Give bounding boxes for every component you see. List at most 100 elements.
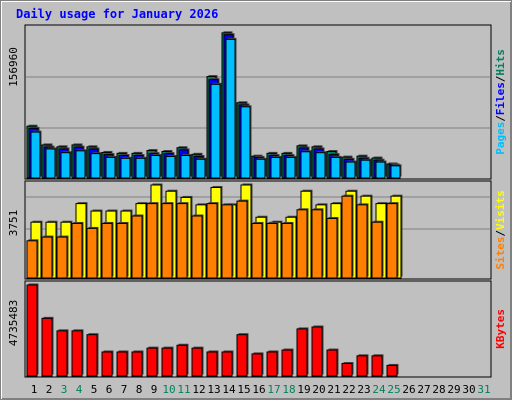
bar-kbytes-day-6 bbox=[101, 351, 113, 377]
bar-kbytes-day-8 bbox=[131, 351, 143, 377]
bar-kbytes-day-2 bbox=[41, 317, 53, 377]
bar-sites-day-7 bbox=[116, 222, 128, 279]
ymax-label-visits-sites: 3751 bbox=[7, 210, 20, 237]
bar-sites-day-19 bbox=[296, 209, 308, 279]
xtick-day-12: 12 bbox=[192, 383, 205, 396]
bar-pages-day-1 bbox=[30, 131, 41, 179]
bar-pages-day-7 bbox=[120, 157, 131, 179]
bar-kbytes-day-5 bbox=[86, 334, 98, 377]
xtick-day-18: 18 bbox=[282, 383, 295, 396]
bar-pages-day-16 bbox=[255, 158, 266, 179]
xtick-day-11: 11 bbox=[177, 383, 190, 396]
xtick-day-9: 9 bbox=[151, 383, 158, 396]
bar-sites-day-20 bbox=[311, 209, 323, 279]
bar-kbytes-day-16 bbox=[251, 353, 263, 377]
xtick-day-15: 15 bbox=[237, 383, 250, 396]
bar-sites-day-17 bbox=[266, 222, 278, 279]
bar-kbytes-day-22 bbox=[341, 363, 353, 377]
bar-pages-day-17 bbox=[270, 156, 281, 179]
bars-kbytes bbox=[26, 283, 399, 377]
ymax-label-hits-files-pages: 156960 bbox=[7, 47, 20, 87]
xtick-day-31: 31 bbox=[477, 383, 490, 396]
bar-sites-day-11 bbox=[176, 203, 188, 279]
bar-kbytes-day-11 bbox=[176, 344, 188, 377]
legend-label-sites: Sites bbox=[494, 236, 507, 269]
xtick-day-14: 14 bbox=[222, 383, 236, 396]
xtick-day-7: 7 bbox=[121, 383, 128, 396]
xtick-day-10: 10 bbox=[162, 383, 175, 396]
bar-sites-day-4 bbox=[71, 222, 83, 279]
bar-sites-day-14 bbox=[221, 204, 233, 279]
bar-sites-day-25 bbox=[386, 203, 398, 279]
bar-pages-day-6 bbox=[105, 156, 116, 179]
bar-kbytes-day-12 bbox=[191, 347, 203, 377]
bar-sites-day-24 bbox=[371, 221, 383, 279]
bar-kbytes-day-3 bbox=[56, 330, 68, 377]
legend-label-kbytes: KBytes bbox=[494, 309, 507, 349]
bar-kbytes-day-9 bbox=[146, 347, 158, 377]
bar-sites-day-21 bbox=[326, 217, 338, 279]
xtick-day-27: 27 bbox=[417, 383, 430, 396]
bar-pages-day-4 bbox=[75, 150, 86, 179]
bar-sites-day-16 bbox=[251, 222, 263, 279]
xtick-day-21: 21 bbox=[327, 383, 340, 396]
legend-separator: / bbox=[494, 75, 507, 82]
bar-kbytes-day-7 bbox=[116, 351, 128, 377]
xtick-day-3: 3 bbox=[61, 383, 68, 396]
bar-pages-day-8 bbox=[135, 157, 146, 179]
xtick-day-13: 13 bbox=[207, 383, 220, 396]
bar-sites-day-22 bbox=[341, 195, 353, 279]
bar-pages-day-10 bbox=[165, 155, 176, 179]
bar-kbytes-day-21 bbox=[326, 349, 338, 377]
bar-sites-day-5 bbox=[86, 227, 98, 279]
xtick-day-26: 26 bbox=[402, 383, 415, 396]
bar-kbytes-day-15 bbox=[236, 334, 248, 377]
ymax-label-kbytes: 4735483 bbox=[7, 300, 20, 346]
xtick-day-6: 6 bbox=[106, 383, 113, 396]
bar-pages-day-23 bbox=[360, 159, 371, 179]
xtick-day-20: 20 bbox=[312, 383, 325, 396]
xtick-day-28: 28 bbox=[432, 383, 445, 396]
bar-pages-day-19 bbox=[300, 151, 311, 179]
xtick-day-8: 8 bbox=[136, 383, 143, 396]
xtick-day-2: 2 bbox=[46, 383, 53, 396]
xtick-day-19: 19 bbox=[297, 383, 310, 396]
xtick-day-30: 30 bbox=[462, 383, 475, 396]
bar-pages-day-11 bbox=[180, 155, 191, 179]
bar-kbytes-day-10 bbox=[161, 347, 173, 377]
bar-pages-day-22 bbox=[345, 161, 356, 179]
legend-hits-files-pages: Pages/Files/Hits bbox=[494, 49, 507, 155]
bar-kbytes-day-1 bbox=[26, 284, 38, 377]
bars-visits-sites bbox=[26, 183, 403, 279]
xtick-day-29: 29 bbox=[447, 383, 460, 396]
bar-pages-day-14 bbox=[225, 38, 236, 179]
bar-kbytes-day-18 bbox=[281, 349, 293, 377]
xtick-day-17: 17 bbox=[267, 383, 280, 396]
bar-sites-day-13 bbox=[206, 203, 218, 279]
legend-visits-sites: Sites/Visits bbox=[494, 190, 507, 269]
legend-label-files: Files bbox=[494, 82, 507, 115]
bars-hits-files-pages bbox=[26, 31, 402, 179]
xtick-day-4: 4 bbox=[76, 383, 83, 396]
bar-pages-day-13 bbox=[210, 83, 221, 179]
bar-pages-day-2 bbox=[45, 148, 56, 179]
bar-kbytes-day-23 bbox=[356, 355, 368, 377]
bar-sites-day-8 bbox=[131, 215, 143, 279]
bar-kbytes-day-19 bbox=[296, 328, 308, 377]
xtick-day-25: 25 bbox=[387, 383, 400, 396]
legend-separator: / bbox=[494, 115, 507, 122]
bar-sites-day-15 bbox=[236, 200, 248, 279]
bar-sites-day-10 bbox=[161, 203, 173, 279]
xtick-day-24: 24 bbox=[372, 383, 386, 396]
bar-kbytes-day-4 bbox=[71, 330, 83, 377]
bar-sites-day-3 bbox=[56, 236, 68, 279]
xtick-day-22: 22 bbox=[342, 383, 355, 396]
bar-kbytes-day-20 bbox=[311, 326, 323, 377]
bar-sites-day-12 bbox=[191, 215, 203, 279]
xtick-day-1: 1 bbox=[31, 383, 38, 396]
bar-sites-day-1 bbox=[26, 240, 38, 279]
xtick-day-5: 5 bbox=[91, 383, 98, 396]
legend-separator: / bbox=[494, 230, 507, 237]
